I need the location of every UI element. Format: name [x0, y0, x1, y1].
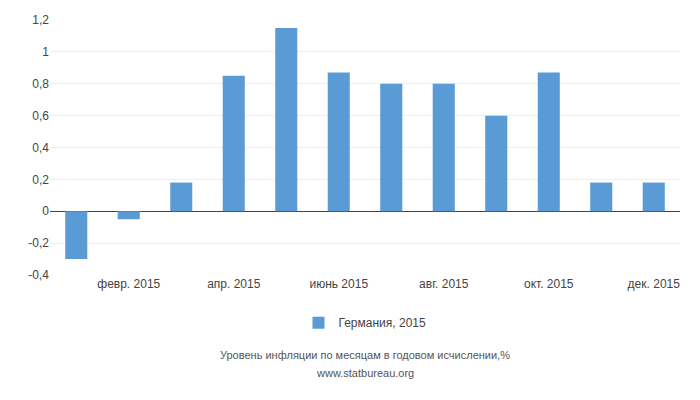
- svg-text:февр. 2015: февр. 2015: [97, 277, 160, 291]
- svg-text:0,8: 0,8: [32, 77, 49, 91]
- svg-text:-0,4: -0,4: [28, 268, 49, 282]
- svg-text:www.statbureau.org: www.statbureau.org: [316, 367, 414, 379]
- svg-text:апр. 2015: апр. 2015: [207, 277, 261, 291]
- svg-text:0,2: 0,2: [32, 173, 49, 187]
- svg-text:0,6: 0,6: [32, 109, 49, 123]
- svg-text:Уровень инфляции по месяцам в: Уровень инфляции по месяцам в годовом ис…: [220, 349, 510, 361]
- svg-text:1,2: 1,2: [32, 13, 49, 27]
- svg-text:авг. 2015: авг. 2015: [419, 277, 469, 291]
- svg-text:Германия, 2015: Германия, 2015: [339, 316, 426, 330]
- svg-text:1: 1: [42, 45, 49, 59]
- svg-text:0: 0: [42, 204, 49, 218]
- svg-text:окт. 2015: окт. 2015: [524, 277, 574, 291]
- svg-text:июнь 2015: июнь 2015: [309, 277, 368, 291]
- svg-text:0,4: 0,4: [32, 141, 49, 155]
- svg-text:дек. 2015: дек. 2015: [628, 277, 681, 291]
- svg-text:-0,2: -0,2: [28, 236, 49, 250]
